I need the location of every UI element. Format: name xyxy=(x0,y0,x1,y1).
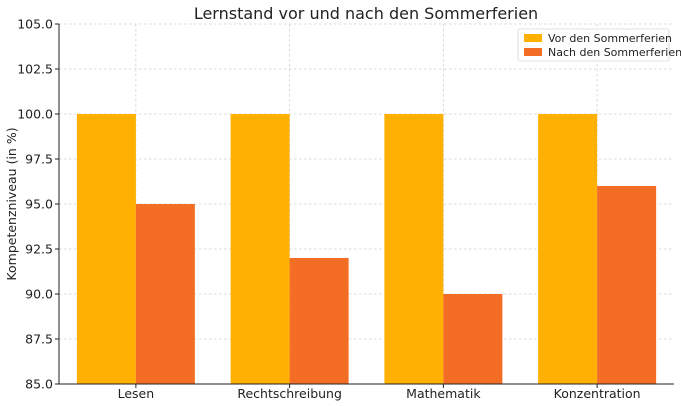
legend-swatch xyxy=(524,34,542,42)
bar-nach-mathematik xyxy=(443,294,503,384)
legend-label: Nach den Sommerferien xyxy=(548,46,681,59)
chart-title: Lernstand vor und nach den Sommerferien xyxy=(194,4,538,23)
y-tick-label: 92.5 xyxy=(25,242,53,257)
x-tick-label: Mathematik xyxy=(406,386,481,401)
x-tick-labels: Lesen Rechtschreibung Mathematik Konzentrat… xyxy=(118,386,641,401)
bar-nach-konzentration xyxy=(597,186,657,384)
bar-vor-rechtschreibung xyxy=(230,114,290,384)
y-tick-label: 105.0 xyxy=(17,17,53,32)
legend-swatch xyxy=(524,48,542,56)
bar-nach-lesen xyxy=(135,204,195,384)
legend-label: Vor den Sommerferien xyxy=(548,32,672,45)
y-axis-title: Kompetenzniveau (in %) xyxy=(4,127,19,280)
y-tick-label: 85.0 xyxy=(25,377,53,392)
y-tick-label: 95.0 xyxy=(25,197,53,212)
axes xyxy=(55,23,674,388)
bar-vor-lesen xyxy=(76,114,136,384)
y-tick-label: 90.0 xyxy=(25,287,53,302)
y-tick-labels: 85.0 87.5 90.0 92.5 95.0 97.5 100.0 102.5 105.0 xyxy=(17,17,53,392)
bars xyxy=(76,114,657,384)
bar-vor-konzentration xyxy=(538,114,598,384)
legend-box xyxy=(517,28,670,62)
x-tick-label: Rechtschreibung xyxy=(237,386,342,401)
y-tick-label: 102.5 xyxy=(17,62,53,77)
bar-vor-mathematik xyxy=(384,114,444,384)
bar-nach-rechtschreibung xyxy=(289,258,349,384)
x-tick-label: Konzentration xyxy=(554,386,641,401)
y-tick-label: 97.5 xyxy=(25,152,53,167)
y-tick-label: 87.5 xyxy=(25,332,53,347)
x-tick-label: Lesen xyxy=(118,386,155,401)
y-tick-label: 100.0 xyxy=(17,107,53,122)
